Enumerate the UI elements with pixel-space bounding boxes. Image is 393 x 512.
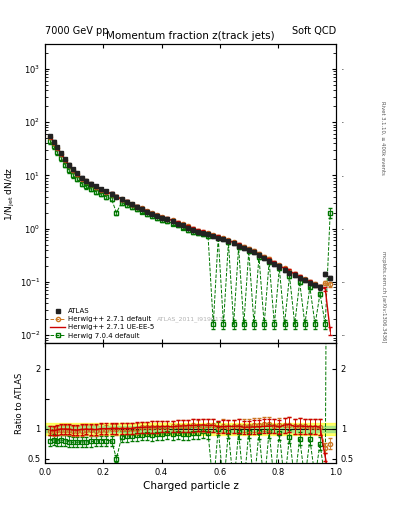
Bar: [45, 425, 336, 432]
Y-axis label: 1/N$_{\rm jet}$ dN/dz: 1/N$_{\rm jet}$ dN/dz: [4, 166, 17, 221]
Y-axis label: Ratio to ATLAS: Ratio to ATLAS: [15, 373, 24, 434]
Text: 7000 GeV pp: 7000 GeV pp: [45, 26, 109, 36]
X-axis label: Charged particle z: Charged particle z: [143, 481, 239, 492]
Text: Soft QCD: Soft QCD: [292, 26, 336, 36]
Title: Momentum fraction z(track jets): Momentum fraction z(track jets): [106, 31, 275, 41]
Text: Rivet 3.1.10, ≥ 400k events: Rivet 3.1.10, ≥ 400k events: [381, 101, 386, 175]
Text: mcplots.cern.ch [arXiv:1306.3436]: mcplots.cern.ch [arXiv:1306.3436]: [381, 251, 386, 343]
Legend: ATLAS, Herwig++ 2.7.1 default, Herwig++ 2.7.1 UE-EE-5, Herwig 7.0.4 default: ATLAS, Herwig++ 2.7.1 default, Herwig++ …: [47, 306, 157, 342]
Bar: [45, 422, 336, 435]
Text: ATLAS_2011_I919017: ATLAS_2011_I919017: [157, 316, 224, 322]
